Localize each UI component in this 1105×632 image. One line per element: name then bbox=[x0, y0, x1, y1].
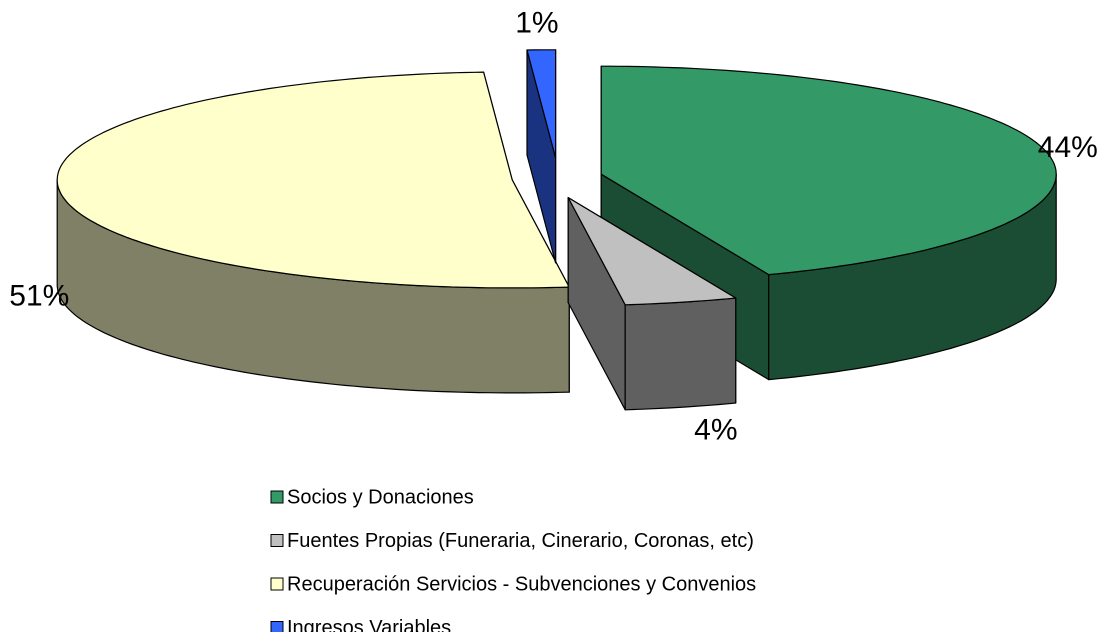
legend-swatch bbox=[270, 577, 284, 591]
legend-label: Socios y Donaciones bbox=[287, 486, 474, 508]
legend-label: Ingresos Variables bbox=[287, 617, 451, 632]
data-label: 44% bbox=[1038, 131, 1098, 164]
legend-label: Recuperación Servicios - Subvenciones y … bbox=[287, 573, 756, 595]
data-label: 51% bbox=[9, 279, 69, 312]
legend-swatch bbox=[270, 534, 284, 547]
slice-top bbox=[526, 49, 557, 159]
legend-swatch bbox=[270, 490, 284, 504]
slice-top bbox=[56, 71, 570, 289]
data-label: 1% bbox=[515, 7, 558, 40]
slice-top bbox=[567, 197, 737, 306]
data-label: 4% bbox=[694, 413, 737, 446]
slice-top bbox=[600, 65, 1057, 276]
legend-label: Fuentes Propias (Funeraria, Cinerario, C… bbox=[287, 530, 754, 552]
legend-swatch bbox=[270, 621, 284, 632]
slice-side bbox=[624, 297, 737, 411]
